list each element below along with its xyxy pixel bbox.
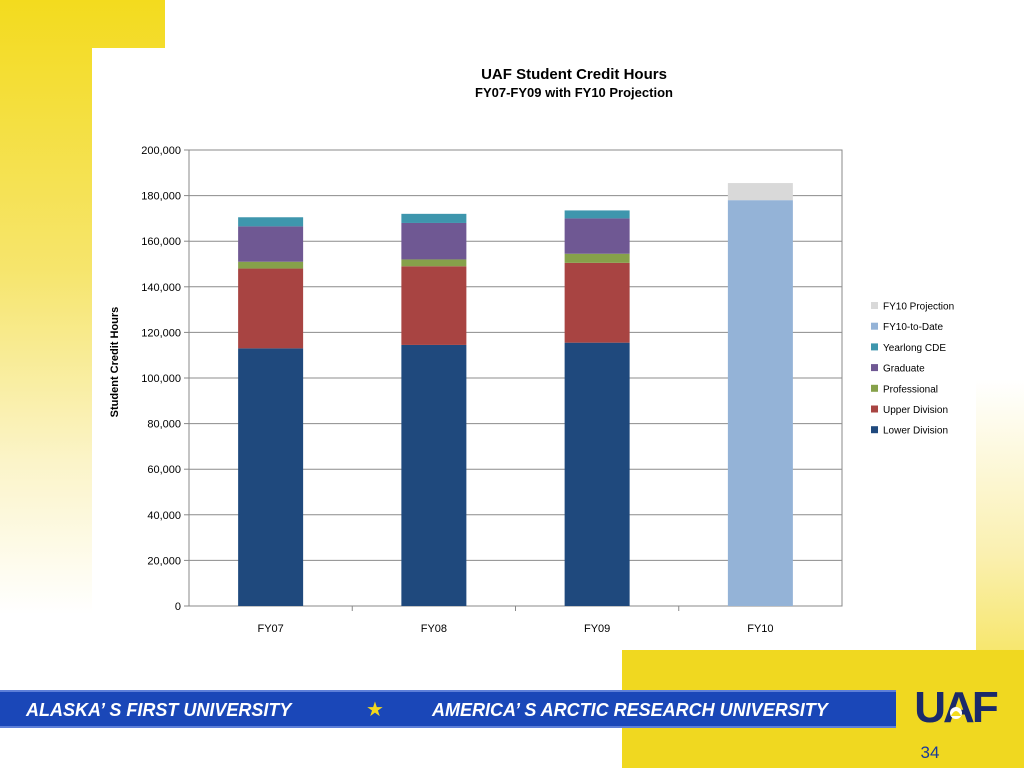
legend-label: Lower Division <box>883 426 948 437</box>
chart-title: UAF Student Credit Hours <box>481 66 667 83</box>
legend-swatch <box>871 364 878 372</box>
y-tick-label: 120,000 <box>141 327 181 339</box>
legend-label: FY10-to-Date <box>883 322 943 333</box>
footer-right-text: AMERICA’ S ARCTIC RESEARCH UNIVERSITY <box>432 700 828 720</box>
y-tick-label: 20,000 <box>147 555 181 567</box>
star-icon: ★ <box>366 699 384 721</box>
x-tick-label: FY08 <box>421 623 447 635</box>
x-tick-label: FY07 <box>257 623 283 635</box>
x-tick-label: FY09 <box>584 623 610 635</box>
y-tick-label: 200,000 <box>141 145 181 157</box>
bar-segment-upper-division <box>401 266 467 345</box>
bar-segment-graduate <box>238 226 304 262</box>
chart-title-block: UAF Student Credit Hours FY07-FY09 with … <box>390 66 758 100</box>
bar-segment-lower-division <box>401 344 467 606</box>
y-tick-label: 80,000 <box>147 419 181 431</box>
svg-text:UAF: UAF <box>914 683 998 730</box>
legend-label: Upper Division <box>883 405 948 416</box>
legend-swatch <box>871 384 878 392</box>
bar-segment-graduate <box>401 222 467 260</box>
footer-banner: ALASKA’ S FIRST UNIVERSITY ★ AMERICA’ S … <box>0 690 896 728</box>
bar-segment-yearlong-cde <box>401 213 467 223</box>
axes: 0 20,000 40,000 60,000 80,000 100,000 120,000 1… <box>141 145 773 635</box>
bar-segment-professional <box>238 261 304 269</box>
bars <box>238 183 793 606</box>
y-tick-label: 0 <box>175 601 181 613</box>
y-axis-label: Student Credit Hours <box>109 307 121 418</box>
bar-segment-professional <box>564 253 630 263</box>
bar-segment-lower-division <box>238 348 304 606</box>
footer-left-text: ALASKA’ S FIRST UNIVERSITY <box>26 700 292 720</box>
y-tick-label: 140,000 <box>141 282 181 294</box>
bar-segment-fy10-projection <box>727 183 793 201</box>
y-tick-label: 100,000 <box>141 373 181 385</box>
legend-label: Graduate <box>883 364 925 375</box>
legend-swatch <box>871 322 878 330</box>
uaf-logo: UAF <box>914 683 1000 730</box>
legend-label: FY10 Projection <box>883 302 954 313</box>
bar-segment-yearlong-cde <box>238 217 304 227</box>
x-tick-label: FY10 <box>747 623 773 635</box>
chart-subtitle: FY07-FY09 with FY10 Projection <box>475 85 673 100</box>
legend-swatch <box>871 302 878 309</box>
y-tick-label: 160,000 <box>141 236 181 248</box>
legend-label: Professional <box>883 384 938 395</box>
legend-swatch <box>871 405 878 413</box>
y-tick-label: 40,000 <box>147 510 181 522</box>
page-number: 34 <box>920 743 940 762</box>
bar-segment-yearlong-cde <box>564 210 630 219</box>
legend-label: Yearlong CDE <box>883 343 946 354</box>
y-tick-label: 180,000 <box>141 191 181 203</box>
legend-swatch <box>871 426 878 434</box>
bar-segment-fy10-to-date <box>727 200 793 606</box>
bar-segment-professional <box>401 259 467 267</box>
legend: FY10 Projection FY10-to-Date Yearlong CDE G… <box>871 302 954 437</box>
y-tick-label: 60,000 <box>147 464 181 476</box>
bar-segment-upper-division <box>564 262 630 343</box>
bar-segment-upper-division <box>238 268 304 349</box>
bar-segment-lower-division <box>564 342 630 606</box>
legend-swatch <box>871 343 878 351</box>
bar-segment-graduate <box>564 218 630 254</box>
